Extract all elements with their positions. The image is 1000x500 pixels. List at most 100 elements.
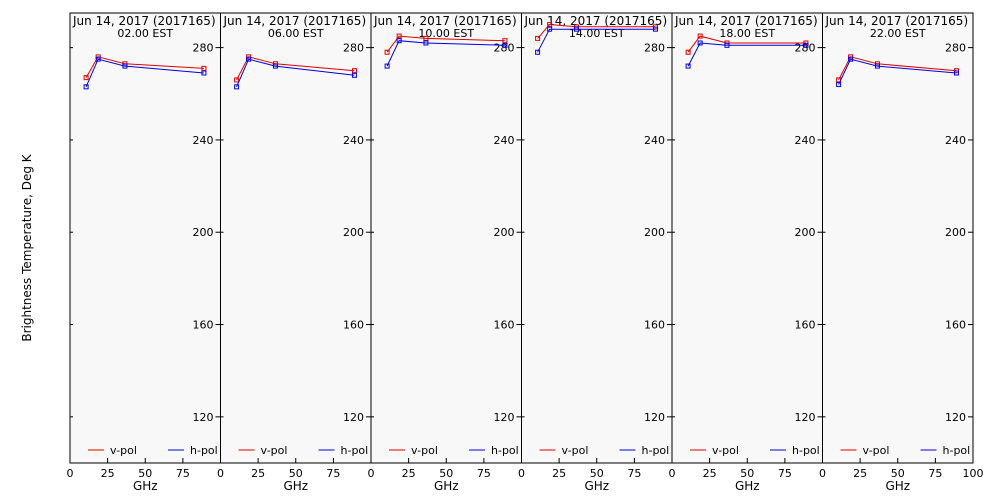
y-tick-label: 120 [494, 411, 515, 424]
panel-1: 120 160 200 240 280 0 25 50 75 GHz Jun 14, 2017 (2… [67, 12, 221, 493]
series-line-v-pol [537, 23, 656, 39]
panel-subtitle: 02.00 EST [117, 27, 173, 40]
data-point-v-pol [396, 33, 402, 39]
data-point-h-pol [953, 70, 959, 76]
legend-label: v-pol [110, 444, 137, 457]
data-point-h-pol [201, 70, 207, 76]
data-point-h-pol [423, 40, 429, 46]
y-tick-label: 240 [945, 134, 966, 147]
series-line-h-pol [236, 58, 355, 87]
series-line-v-pol [386, 35, 505, 53]
x-tick-label: 100 [963, 467, 984, 480]
y-tick-label: 280 [644, 42, 665, 55]
legend-label: v-pol [261, 444, 288, 457]
x-tick-label: 0 [67, 467, 74, 480]
panel-4: 120 160 200 240 280 0 25 50 75 GHz Jun 14, 2017 (2… [518, 12, 673, 493]
y-tick-label: 280 [343, 42, 364, 55]
panel-subtitle: 22.00 EST [870, 27, 926, 40]
y-tick-label: 200 [193, 226, 214, 239]
data-point-h-pol [724, 42, 730, 48]
x-tick-label: 50 [590, 467, 604, 480]
y-tick-label: 200 [644, 226, 665, 239]
x-tick-label: 0 [368, 467, 375, 480]
legend-label: h-pol [792, 444, 820, 457]
data-point-v-pol [201, 65, 207, 71]
x-axis-label: GHz [584, 479, 609, 493]
legend-label: h-pol [341, 444, 369, 457]
panel-title: Jun 14, 2017 (2017165) [373, 14, 517, 28]
data-point-h-pol [848, 56, 854, 62]
x-tick-label: 25 [552, 467, 566, 480]
data-point-h-pol [685, 63, 691, 69]
x-tick-label: 75 [928, 467, 942, 480]
y-tick-label: 120 [644, 411, 665, 424]
data-point-h-pol [535, 49, 541, 55]
x-tick-label: 75 [627, 467, 641, 480]
x-tick-label: 50 [289, 467, 303, 480]
data-point-h-pol [234, 84, 240, 90]
x-tick-label: 75 [176, 467, 190, 480]
y-tick-label: 160 [343, 319, 364, 332]
y-tick-label: 200 [494, 226, 515, 239]
x-axis-label: GHz [885, 479, 910, 493]
series-line-v-pol [838, 56, 957, 81]
y-tick-label: 240 [193, 134, 214, 147]
data-point-v-pol [502, 38, 508, 44]
y-tick-label: 240 [494, 134, 515, 147]
series-line-v-pol [236, 56, 355, 81]
y-tick-label: 160 [644, 319, 665, 332]
data-point-v-pol [83, 75, 89, 81]
data-point-h-pol [246, 56, 252, 62]
x-tick-label: 0 [217, 467, 224, 480]
x-tick-label: 25 [402, 467, 416, 480]
y-tick-label: 160 [494, 319, 515, 332]
series-line-v-pol [687, 35, 806, 53]
legend-label: h-pol [190, 444, 218, 457]
panel-subtitle: 14.00 EST [569, 27, 625, 40]
series-line-h-pol [386, 40, 505, 67]
panel-title: Jun 14, 2017 (2017165) [72, 14, 216, 28]
y-tick-label: 280 [193, 42, 214, 55]
data-point-v-pol [234, 77, 240, 83]
x-tick-label: 75 [477, 467, 491, 480]
data-point-h-pol [803, 42, 809, 48]
series-line-h-pol [85, 58, 204, 87]
y-tick-label: 240 [795, 134, 816, 147]
x-tick-label: 50 [891, 467, 905, 480]
data-point-h-pol [697, 40, 703, 46]
panel-frame [370, 12, 522, 464]
series-line-h-pol [838, 58, 957, 85]
x-tick-label: 25 [251, 467, 265, 480]
panel-frame [69, 12, 221, 464]
y-tick-label: 120 [945, 411, 966, 424]
legend-label: h-pol [642, 444, 670, 457]
panel-frame [822, 12, 974, 464]
panel-frame [220, 12, 372, 464]
x-axis-label: GHz [283, 479, 308, 493]
x-tick-label: 75 [326, 467, 340, 480]
panel-title: Jun 14, 2017 (2017165) [524, 14, 668, 28]
legend-label: v-pol [562, 444, 589, 457]
legend-label: h-pol [491, 444, 519, 457]
series-line-h-pol [537, 28, 656, 53]
series-line-h-pol [687, 42, 806, 67]
x-tick-label: 25 [703, 467, 717, 480]
data-point-v-pol [384, 49, 390, 55]
series-line-v-pol [85, 56, 204, 78]
y-tick-label: 280 [945, 42, 966, 55]
data-point-h-pol [547, 26, 553, 32]
panel-6: 120 160 200 240 280 0 25 50 75 100 GHz Jun 14, 2017… [819, 12, 984, 493]
x-tick-label: 0 [819, 467, 826, 480]
y-tick-label: 120 [795, 411, 816, 424]
y-tick-label: 160 [193, 319, 214, 332]
data-point-v-pol [697, 33, 703, 39]
legend-label: h-pol [943, 444, 971, 457]
data-point-v-pol [685, 49, 691, 55]
data-point-h-pol [396, 38, 402, 44]
x-tick-label: 50 [740, 467, 754, 480]
y-tick-label: 120 [343, 411, 364, 424]
y-tick-label: 120 [193, 411, 214, 424]
data-point-v-pol [547, 22, 553, 28]
